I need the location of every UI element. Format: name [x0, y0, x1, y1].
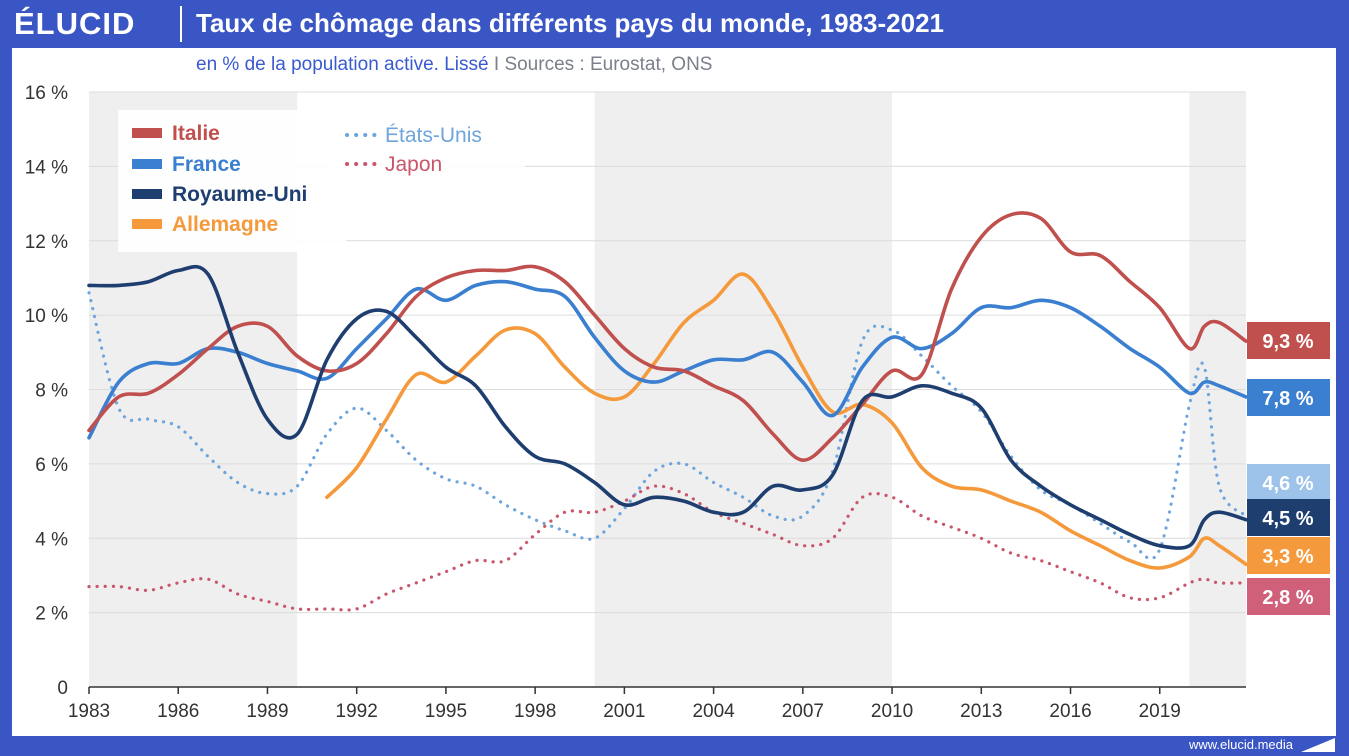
- subtitle-text: en % de la population active. Lissé: [196, 54, 489, 75]
- end-value-badge: [1247, 537, 1330, 574]
- end-value-label: 2,8 %: [1262, 587, 1313, 609]
- x-tick-label: 1983: [68, 701, 110, 722]
- x-tick-label: 1986: [157, 701, 199, 722]
- series-line-italie: [87, 211, 1248, 462]
- x-tick-label: 2001: [603, 701, 645, 722]
- legend-label: Allemagne: [172, 213, 278, 236]
- end-value-badge: [1247, 499, 1330, 536]
- series-line--tats-unis: [87, 291, 1248, 561]
- x-tick-label: 1989: [246, 701, 288, 722]
- chart-subtitle: en % de la population active. Lissé I So…: [196, 54, 712, 76]
- y-tick-label: 0: [57, 678, 68, 699]
- footer-url: www.elucid.media: [1188, 737, 1293, 752]
- y-tick-label: 10 %: [25, 306, 68, 327]
- series-line-japon: [87, 484, 1248, 612]
- elucid-mark-icon: [1301, 738, 1335, 752]
- y-tick-label: 2 %: [35, 604, 68, 625]
- end-value-badge: [1247, 464, 1330, 501]
- legend-swatch: [132, 219, 162, 229]
- x-tick-label: 1998: [514, 701, 556, 722]
- x-tick-label: 2004: [692, 701, 735, 722]
- x-tick-label: 2010: [871, 701, 913, 722]
- legend-label: France: [172, 153, 241, 176]
- end-value-label: 7,8 %: [1262, 388, 1313, 410]
- end-value-badge: [1247, 379, 1330, 416]
- x-tick-label: 2019: [1139, 701, 1181, 722]
- legend-label: Royaume-Uni: [172, 183, 307, 206]
- logo: ÉLUCID: [14, 6, 136, 41]
- end-value-label: 3,3 %: [1262, 546, 1313, 568]
- x-tick-label: 2013: [960, 701, 1002, 722]
- end-value-label: 9,3 %: [1262, 331, 1313, 353]
- end-value-label: 4,6 %: [1262, 473, 1313, 495]
- y-tick-label: 12 %: [25, 232, 68, 253]
- x-tick-label: 1992: [336, 701, 378, 722]
- header-bar: ÉLUCID Taux de chômage dans différents p…: [0, 0, 1349, 48]
- end-value-label: 4,5 %: [1262, 508, 1313, 530]
- end-value-badge: [1247, 322, 1330, 359]
- logo-separator: [180, 6, 182, 42]
- y-tick-label: 16 %: [25, 83, 68, 104]
- legend-swatch: [132, 189, 162, 199]
- y-tick-label: 8 %: [35, 381, 68, 402]
- chart-title: Taux de chômage dans différents pays du …: [196, 8, 944, 38]
- y-tick-label: 14 %: [25, 157, 68, 178]
- subtitle-separator: I: [493, 54, 500, 75]
- series-line-allemagne: [325, 272, 1248, 570]
- legend-box-right: [330, 110, 525, 194]
- y-tick-label: 6 %: [35, 455, 68, 476]
- legend-swatch: [132, 128, 162, 138]
- x-tick-label: 2007: [782, 701, 824, 722]
- x-tick-label: 2016: [1049, 701, 1091, 722]
- legend-label: Japon: [385, 153, 442, 176]
- end-value-badge: [1247, 578, 1330, 615]
- subtitle-sources: Sources : Eurostat, ONS: [504, 54, 713, 75]
- series-line-royaume-uni: [87, 264, 1248, 550]
- x-tick-label: 1995: [425, 701, 467, 722]
- legend-label: États-Unis: [385, 124, 482, 147]
- y-tick-label: 4 %: [35, 529, 68, 550]
- legend-swatch: [132, 159, 162, 169]
- legend-label: Italie: [172, 122, 220, 145]
